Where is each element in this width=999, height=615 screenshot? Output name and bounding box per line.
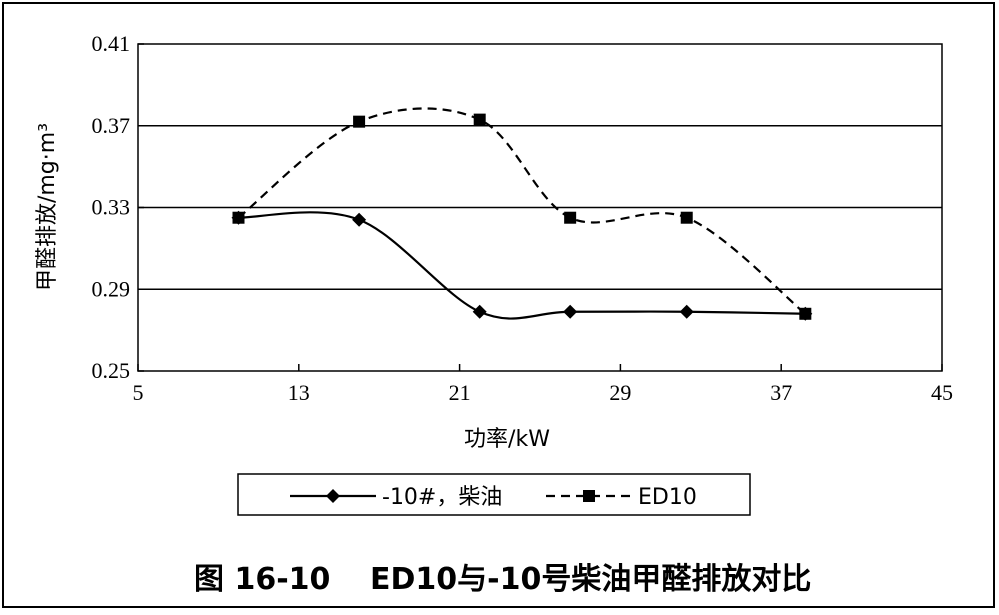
x-tick-label: 5 — [133, 380, 144, 405]
series-2 — [232, 107, 812, 320]
data-point — [352, 212, 367, 227]
y-tick-label: 0.37 — [92, 113, 131, 138]
x-tick-label: 13 — [288, 380, 310, 405]
x-tick-label: 45 — [931, 380, 953, 405]
series-group — [231, 107, 813, 321]
data-point — [232, 211, 245, 224]
legend: -10#，柴油 ED10 — [290, 485, 697, 510]
data-point — [799, 307, 812, 320]
data-point — [564, 211, 577, 224]
y-tick-label: 0.33 — [92, 195, 131, 220]
legend-item-2: ED10 — [546, 485, 697, 510]
legend-label: ED10 — [638, 485, 697, 510]
legend-label: -10#，柴油 — [382, 485, 502, 510]
grid-lines — [137, 43, 943, 372]
y-tick-labels: 0.25 0.29 0.33 0.37 0.41 — [92, 31, 131, 383]
data-point — [679, 304, 694, 319]
y-axis-title: 甲醛排放/mg·m³ — [35, 123, 60, 291]
formaldehyde-emission-chart: 0.25 0.29 0.33 0.37 0.41 5 13 21 29 37 45 甲醛排放/mg… — [35, 31, 954, 597]
data-point — [472, 304, 487, 319]
data-point — [473, 113, 486, 126]
data-point — [563, 304, 578, 319]
series-line — [237, 107, 807, 315]
data-point — [353, 115, 366, 128]
x-tick-labels: 5 13 21 29 37 45 — [133, 380, 954, 405]
figure-caption-label: 图 16-10 — [194, 562, 330, 597]
x-tick-label: 37 — [770, 380, 792, 405]
figure-caption-text: ED10与-10号柴油甲醛排放对比 — [370, 562, 811, 597]
x-axis-title: 功率/kW — [464, 427, 550, 452]
legend-marker — [326, 489, 340, 503]
y-tick-label: 0.25 — [92, 358, 131, 383]
x-tick-label: 21 — [449, 380, 471, 405]
y-tick-label: 0.29 — [92, 276, 131, 301]
data-point — [680, 211, 693, 224]
figure-frame: 0.25 0.29 0.33 0.37 0.41 5 13 21 29 37 45 甲醛排放/mg… — [2, 2, 995, 608]
legend-box — [237, 473, 751, 516]
series-line — [238, 211, 806, 320]
x-tick-label: 29 — [609, 380, 631, 405]
legend-item-1: -10#，柴油 — [290, 485, 502, 510]
legend-marker — [583, 490, 595, 502]
y-tick-label: 0.41 — [92, 31, 131, 56]
